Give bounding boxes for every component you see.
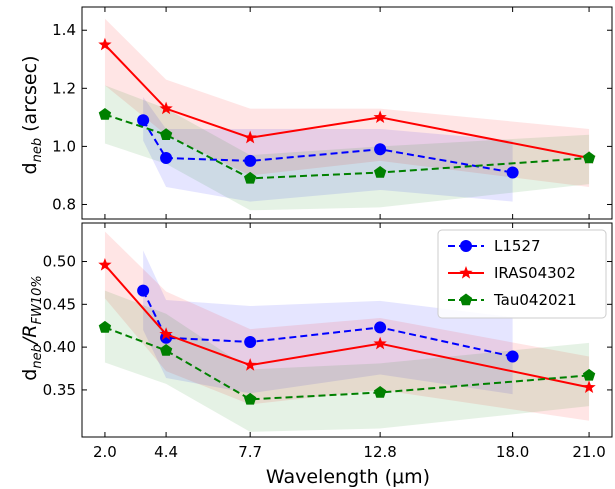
bottom-band-tau042021	[104, 290, 590, 432]
top-band-l1527	[143, 97, 513, 202]
bottom-point-iras04302	[243, 358, 257, 371]
x-tick-label: 18.0	[496, 443, 529, 461]
top-point-tau042021	[243, 171, 257, 184]
top-point-l1527	[374, 143, 387, 156]
top-y-tick-label: 1.0	[52, 137, 76, 155]
bottom-point-tau042021	[159, 344, 173, 356]
top-point-l1527	[160, 152, 173, 165]
legend-box	[437, 229, 607, 319]
top-point-tau042021	[98, 107, 112, 120]
bottom-point-l1527	[506, 350, 519, 363]
top-y-axis-title: dneb (arcsec)	[19, 56, 45, 175]
top-y-tick-label: 1.2	[52, 79, 76, 97]
x-tick-label: 4.4	[154, 443, 178, 461]
top-band-iras04302	[104, 18, 590, 188]
top-band-tau042021	[104, 85, 590, 211]
top-point-iras04302	[243, 130, 257, 144]
bottom-point-tau042021	[243, 392, 257, 405]
x-axis-title: Wavelength (μm)	[266, 466, 430, 488]
bottom-point-tau042021	[373, 385, 387, 398]
x-tick-label: 2.0	[93, 443, 117, 461]
bottom-point-l1527	[137, 284, 150, 297]
bottom-point-tau042021	[582, 368, 596, 381]
bottom-point-l1527	[374, 321, 387, 334]
top-frame	[81, 6, 613, 220]
legend-marker-tau042021	[459, 293, 473, 306]
top-point-l1527	[244, 154, 257, 167]
top-point-iras04302	[98, 37, 112, 51]
x-tick-label: 7.7	[238, 443, 262, 461]
top-point-iras04302	[159, 101, 173, 115]
top-y-tick-label: 0.8	[52, 195, 76, 213]
legend-marker-iras04302	[459, 266, 473, 279]
bottom-y-axis-title: dneb/RFW10%	[19, 275, 45, 380]
legend-label-l1527: L1527	[494, 237, 541, 255]
top-point-iras04302	[373, 110, 387, 124]
top-y-tick-label: 1.4	[52, 21, 76, 39]
bottom-y-tick-label: 0.35	[43, 381, 76, 399]
bottom-point-iras04302	[373, 336, 387, 350]
bottom-point-iras04302	[582, 380, 596, 394]
legend-label-iras04302: IRAS04302	[494, 264, 576, 282]
top-point-l1527	[506, 166, 519, 179]
bottom-y-tick-label: 0.40	[43, 338, 76, 356]
top-point-tau042021	[373, 166, 387, 178]
x-tick-label: 12.8	[363, 443, 396, 461]
bottom-band-iras04302	[104, 231, 590, 421]
bottom-point-iras04302	[159, 327, 173, 340]
top-point-tau042021	[159, 128, 173, 141]
legend: L1527 IRAS04302 Tau042021	[437, 229, 607, 319]
x-tick-label: 21.0	[572, 443, 605, 461]
top-line-l1527	[142, 119, 513, 174]
bottom-frame	[81, 222, 613, 438]
top-point-l1527	[137, 114, 150, 127]
bottom-point-l1527	[244, 335, 257, 348]
legend-marker-l1527	[460, 240, 472, 252]
bottom-band-l1527	[143, 250, 513, 395]
top-point-tau042021	[582, 151, 596, 164]
bottom-point-iras04302	[98, 257, 112, 271]
bottom-y-tick-label: 0.50	[43, 253, 76, 271]
bottom-point-tau042021	[98, 320, 112, 333]
bottom-y-tick-label: 0.45	[43, 295, 76, 313]
legend-label-tau042021: Tau042021	[493, 291, 577, 309]
